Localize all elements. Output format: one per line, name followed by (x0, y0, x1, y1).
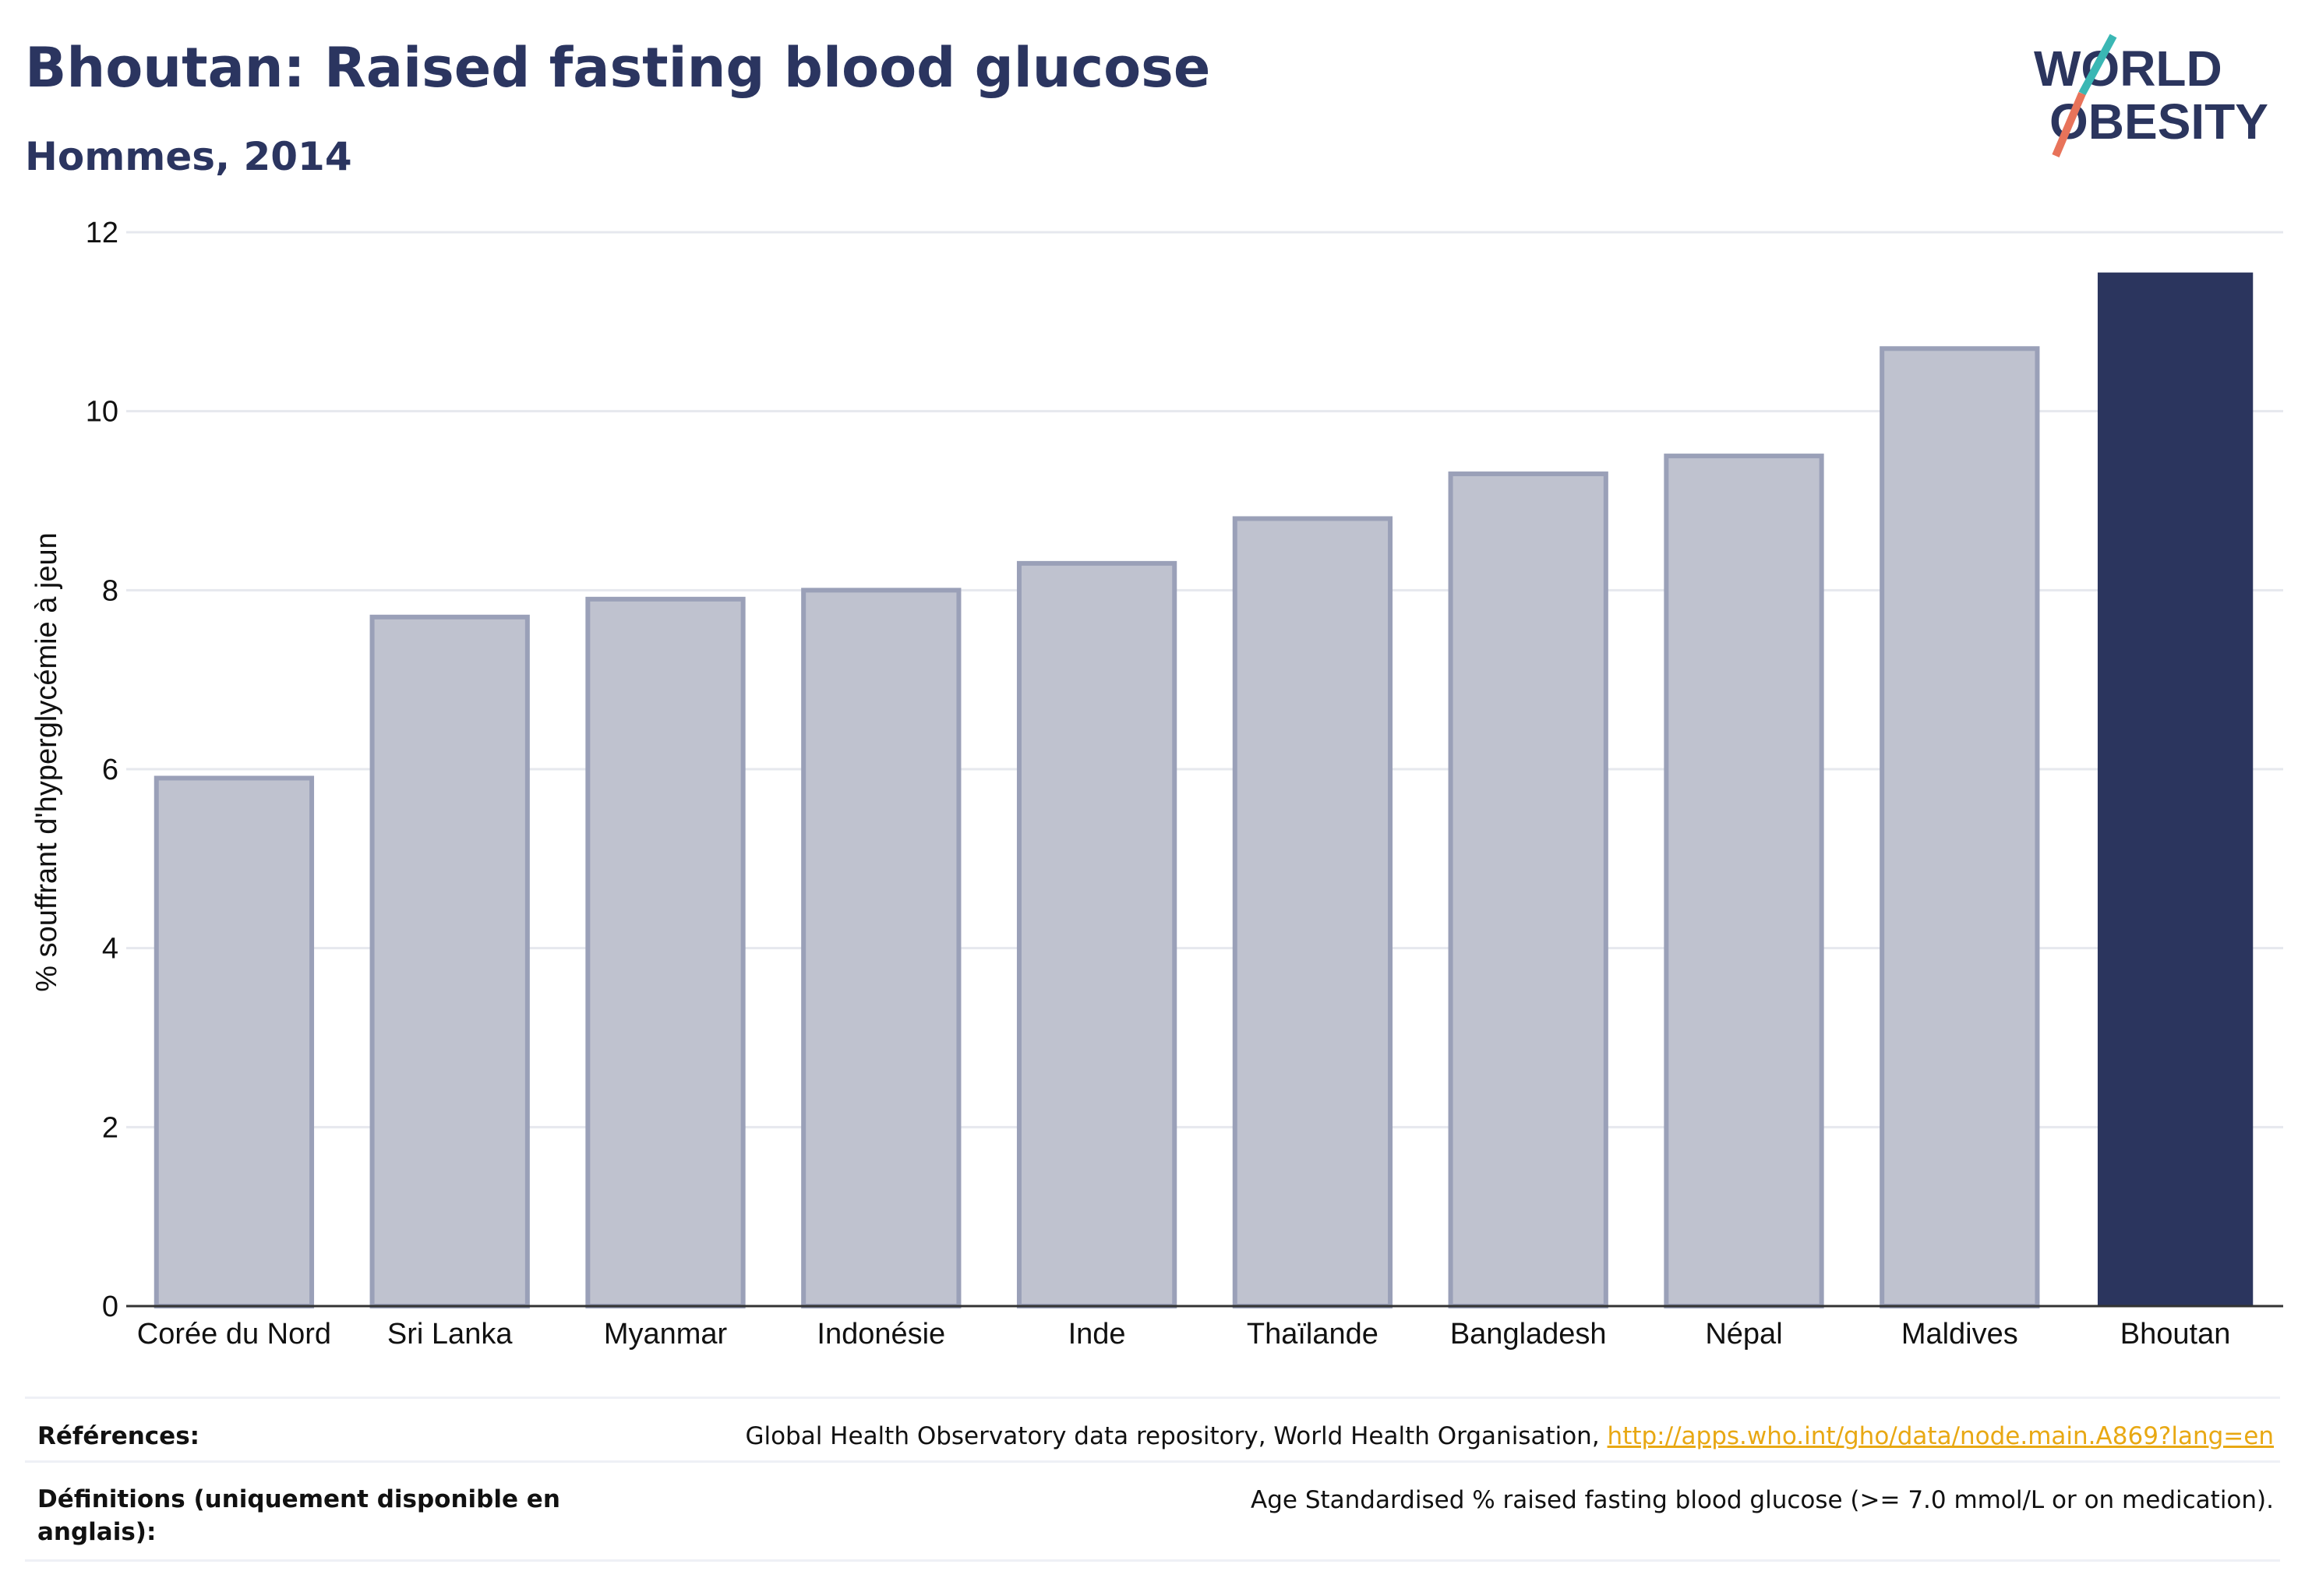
references-label: Références: (37, 1422, 200, 1450)
bar-cor-e-du-nord (154, 775, 315, 1308)
bar-inde (1016, 560, 1177, 1308)
bar-myanmar (585, 596, 746, 1308)
x-tick-label: Corée du Nord (137, 1318, 331, 1351)
x-tick-label: Myanmar (604, 1318, 728, 1351)
y-tick-label: 2 (102, 1111, 118, 1144)
x-tick-label: Thaïlande (1247, 1318, 1378, 1351)
logo-text-world: WORLD (2034, 41, 2222, 97)
x-tick-label: Sri Lanka (387, 1318, 513, 1351)
bar-sri-lanka (369, 614, 530, 1308)
y-tick-label: 6 (102, 754, 118, 786)
references-text: Global Health Observatory data repositor… (745, 1422, 1608, 1450)
x-tick-label: Maldives (1901, 1318, 2018, 1351)
bars (126, 272, 2283, 1308)
references-value: Global Health Observatory data repositor… (745, 1422, 2274, 1450)
logo-slash-coral (2052, 92, 2086, 157)
x-tick-label: Bangladesh (1450, 1318, 1607, 1351)
logo-text-obesity: OBESITY (2049, 94, 2268, 150)
x-tick-label: Népal (1705, 1318, 1782, 1351)
x-tick-labels: Corée du Nord Sri Lanka Myanmar Indonésie In… (137, 1318, 2231, 1351)
y-tick-label: 12 (86, 217, 118, 249)
bar-tha-lande (1232, 516, 1393, 1308)
bar-bhoutan (2097, 272, 2254, 1306)
y-axis-label: % souffrant d'hyperglycémie à jeun (30, 532, 63, 992)
y-tick-labels: 0 2 4 6 8 10 12 (86, 217, 118, 1323)
bar-bangladesh (1448, 471, 1608, 1308)
chart-subtitle: Hommes, 2014 (25, 134, 352, 179)
references-row: Références: Global Health Observatory da… (25, 1396, 2280, 1463)
y-tick-label: 4 (102, 933, 118, 966)
definitions-label-line1: Définitions (uniquement disponible en (37, 1485, 560, 1513)
world-obesity-logo: WORLD OBESITY (2034, 34, 2268, 157)
logo-slash-teal (2078, 34, 2117, 96)
x-tick-label: Bhoutan (2120, 1318, 2231, 1351)
bar-maldives (1880, 346, 2040, 1308)
y-tick-label: 10 (86, 396, 118, 429)
bar-n-pal (1664, 454, 1824, 1308)
bar-indon-sie (801, 588, 962, 1308)
y-tick-label: 0 (102, 1291, 118, 1323)
bar-chart: 0 2 4 6 8 10 12 Corée du Nord Sri Lanka Myanmar I… (30, 217, 2283, 1351)
footer: Références: Global Health Observatory da… (25, 1396, 2280, 1563)
x-tick-label: Inde (1068, 1318, 1126, 1351)
definitions-text: Age Standardised % raised fasting blood … (1251, 1486, 2274, 1514)
chart-title: Bhoutan: Raised fasting blood glucose (25, 36, 1211, 100)
y-tick-label: 8 (102, 574, 118, 607)
x-tick-label: Indonésie (817, 1318, 945, 1351)
definitions-label: Définitions (uniquement disponible en an… (37, 1483, 560, 1548)
definitions-row: Définitions (uniquement disponible en an… (25, 1460, 2280, 1562)
definitions-label-line2: anglais): (37, 1518, 157, 1546)
references-link[interactable]: http://apps.who.int/gho/data/node.main.A… (1607, 1422, 2274, 1450)
